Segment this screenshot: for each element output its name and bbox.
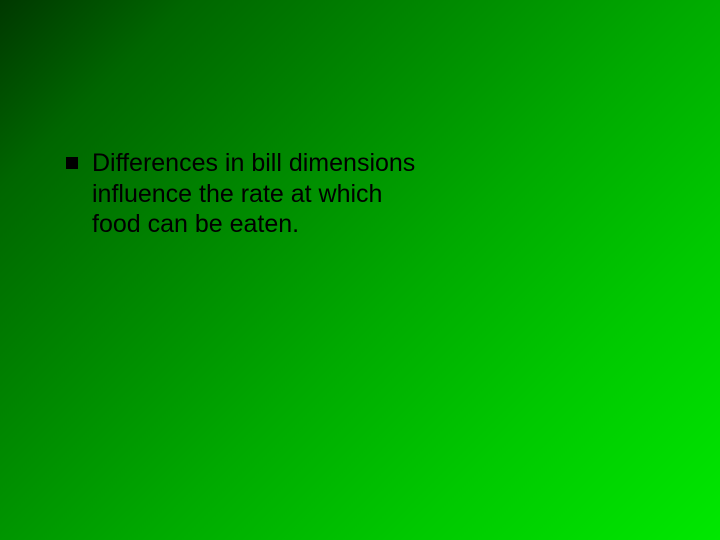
bullet-item: Differences in bill dimensions influence… bbox=[66, 148, 426, 240]
slide: Differences in bill dimensions influence… bbox=[0, 0, 720, 540]
bullet-text: Differences in bill dimensions influence… bbox=[92, 148, 426, 240]
slide-content: Differences in bill dimensions influence… bbox=[66, 148, 426, 240]
square-bullet-icon bbox=[66, 157, 78, 169]
